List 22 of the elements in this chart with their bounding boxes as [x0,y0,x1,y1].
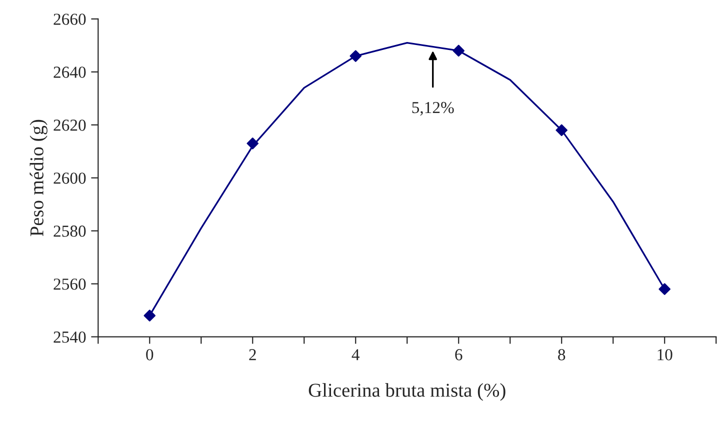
point [350,50,362,62]
x-tick-label: 10 [658,349,672,360]
y-tick-label: 2640 [54,66,86,78]
annotation: 5,12% [412,102,454,116]
y-tick-label: 2660 [54,14,86,25]
x-axis-title: Glicerina bruta mista (%) [308,383,506,401]
x-tick-label: 8 [558,349,566,360]
x-tick-label: 6 [455,349,462,360]
point [246,138,259,150]
y-tick-label: 2540 [54,332,86,343]
x-tick-label: 2 [249,349,256,360]
y-axis-title: Peso médio (g) [30,120,48,236]
point [144,310,156,322]
point [556,124,568,136]
y-tick-label: 2620 [54,120,86,131]
x-tick-label: 0 [146,349,154,360]
y-tick-label: 2560 [54,278,86,290]
point [658,283,670,296]
point [452,44,465,57]
y-tick-label: 2600 [54,172,86,184]
x-tick-label: 4 [352,349,360,360]
y-tick-label: 2580 [54,226,86,237]
